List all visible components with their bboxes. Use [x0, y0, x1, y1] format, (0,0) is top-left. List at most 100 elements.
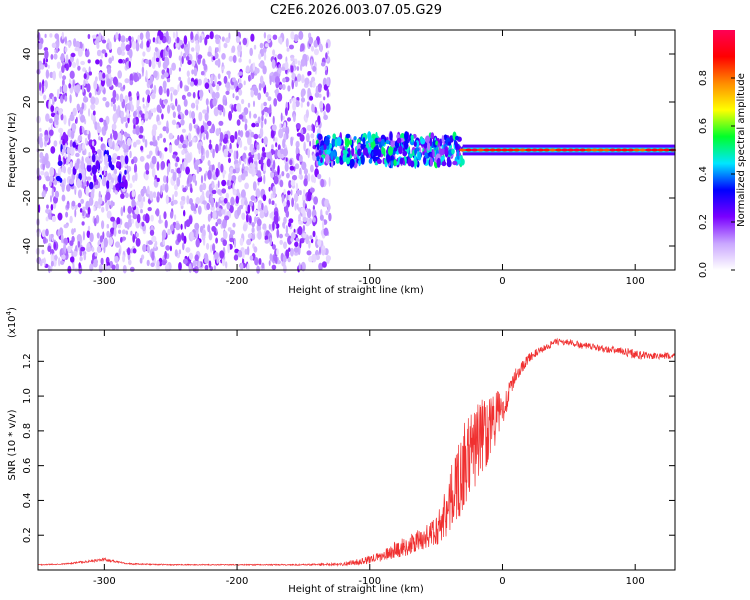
spectrogram-cell [42, 184, 46, 190]
spectrogram-cell [277, 144, 281, 151]
spectrogram-cell [38, 204, 41, 213]
spectrogram-cell [169, 211, 174, 219]
spectrogram-cell [61, 254, 66, 260]
spectrogram-cell [98, 71, 102, 82]
spectrogram-cell [314, 92, 320, 98]
spectrogram-cell [183, 98, 188, 107]
spectrogram-cell [106, 180, 110, 189]
spectrogram-cell [185, 219, 191, 228]
spectrogram-cell [48, 234, 52, 242]
spectrogram-cell [197, 141, 202, 150]
spectrogram-cell [235, 36, 241, 44]
spectrogram-cell [290, 31, 295, 40]
spectrogram-cell [162, 126, 167, 132]
spectrogram-cell [96, 245, 102, 253]
spectrogram-cell [263, 162, 267, 172]
spectrogram-cell [279, 233, 283, 239]
spectrogram-cell [221, 36, 225, 42]
spectrogram-cell [318, 262, 323, 271]
spectrogram-cell [228, 110, 233, 121]
spectrogram-cell [141, 39, 144, 50]
spectrogram-cell [170, 169, 175, 174]
spectrogram-cell [424, 152, 428, 159]
spectrogram-cell [398, 145, 403, 155]
spectrogram-cell [435, 140, 439, 146]
spectrogram-cell [254, 87, 259, 96]
spectrogram-cell [87, 48, 90, 57]
figure-title: C2E6.2026.003.07.05.G29 [270, 3, 442, 18]
spectrogram-cell [315, 122, 319, 127]
spectrogram-cell [263, 174, 266, 185]
spectrogram-cell [282, 77, 287, 83]
spectrogram-cell [235, 95, 239, 101]
spectrogram-cell [282, 200, 287, 207]
spectrogram-cell [182, 187, 187, 193]
spectrogram-cell [214, 75, 217, 85]
spectrogram-cell [58, 108, 63, 116]
spectrogram-cell [284, 233, 290, 237]
spectrogram-cell [118, 248, 121, 257]
spectrogram-cell [195, 99, 200, 105]
spectrogram-cell [135, 232, 139, 238]
spectrogram-x-ticks: -300 -200 -100 0 100 [93, 30, 645, 287]
spectrogram-cell [72, 141, 76, 148]
spectrogram-cell [88, 92, 92, 98]
spectrogram-cell [106, 223, 110, 229]
spectrogram-cell [252, 181, 257, 191]
spectrogram-cell [49, 176, 54, 182]
spectrogram-cell [140, 145, 144, 151]
spectrogram-cell [96, 122, 100, 130]
spectrogram-cell [111, 123, 117, 131]
spectrogram-cell [178, 55, 182, 61]
spectrogram-cell [657, 148, 665, 152]
spectrogram-cell [437, 142, 440, 148]
spectrogram-cell [69, 161, 73, 168]
spectrogram-cell [100, 52, 104, 59]
spectrogram-cell [182, 52, 187, 59]
spectrogram-cell [243, 169, 246, 175]
spectrogram-cell [232, 222, 236, 228]
spectrogram-cell [50, 204, 54, 211]
spectrogram-cell [141, 66, 145, 74]
spectrogram-cell [85, 186, 89, 197]
spectrogram-cell [283, 224, 286, 229]
spectrogram-cell [192, 260, 197, 267]
spectrogram-cell [59, 86, 62, 93]
y-tick-label: 20 [22, 96, 33, 109]
spectrogram-cell [495, 148, 503, 152]
spectrogram-cell [603, 148, 611, 152]
x-tick-label: -100 [358, 276, 381, 287]
spectrogram-cell [147, 240, 153, 245]
spectrogram-cell [216, 207, 220, 212]
spectrogram-cell [110, 182, 114, 189]
spectrogram-cell [106, 265, 111, 271]
spectrogram-cell [83, 96, 89, 103]
spectrogram-cell [265, 152, 269, 158]
spectrogram-cell [313, 48, 319, 56]
spectrogram-cell [206, 242, 210, 250]
spectrogram-cell [176, 104, 181, 113]
spectrogram-cell [224, 215, 230, 221]
spectrogram-cell [200, 125, 205, 134]
spectrogram-cell [322, 245, 325, 251]
spectrogram-cell [214, 52, 219, 59]
spectrogram-cell [287, 256, 292, 263]
spectrogram-cell [272, 150, 276, 155]
spectrogram-cell [271, 244, 276, 250]
spectrogram-cell [312, 217, 316, 223]
spectrogram-y-ticks: -40 -20 0 20 40 [22, 48, 675, 254]
spectrogram-cell [404, 131, 409, 141]
spectrogram-cell [549, 148, 557, 152]
spectrogram-cell [212, 210, 217, 220]
spectrogram-cell [257, 170, 262, 179]
spectrogram-cell [163, 98, 168, 104]
spectrogram-cell [66, 204, 70, 209]
spectrogram-cell [81, 102, 85, 110]
spectrogram-cell [307, 71, 312, 76]
spectrogram-cell [205, 170, 208, 176]
spectrogram-cell [136, 213, 141, 224]
spectrogram-cell [186, 70, 190, 77]
spectrogram-cell [137, 194, 142, 202]
spectrogram-cell [597, 148, 605, 152]
spectrogram-cell [318, 85, 322, 93]
